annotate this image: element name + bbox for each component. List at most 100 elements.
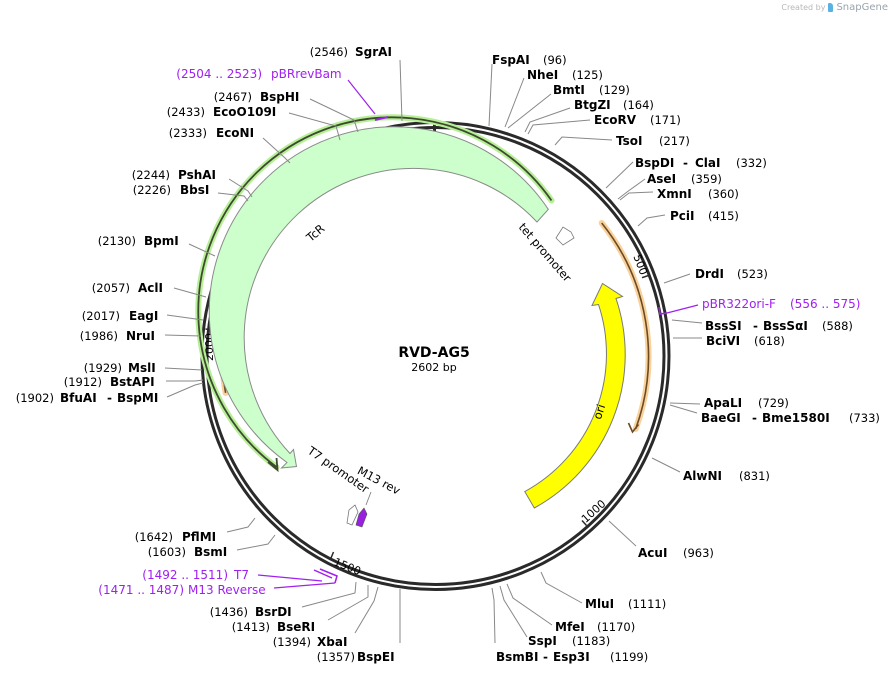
snapgene-logo-icon	[828, 3, 834, 12]
enzyme-xbai[interactable]: (1394) XbaI	[273, 586, 379, 649]
svg-text:(1642): (1642)	[135, 530, 173, 544]
svg-text:(1603): (1603)	[148, 545, 186, 559]
enzyme-alwni[interactable]: AlwNI (831)	[651, 457, 770, 483]
svg-text:(129): (129)	[599, 83, 630, 97]
svg-text:(1357): (1357)	[317, 650, 355, 664]
svg-text:-: -	[683, 156, 688, 170]
svg-text:NheI: NheI	[527, 68, 558, 82]
enzyme-sgrai[interactable]: (2546) SgrAI	[310, 45, 403, 122]
enzyme-ecorv[interactable]: EcoRV (171)	[527, 113, 681, 135]
enzyme-drdi[interactable]: DrdI (523)	[663, 267, 768, 284]
enzyme-tsoi[interactable]: TsoI (217)	[554, 134, 690, 148]
enzyme-bstapi[interactable]: (1912) BstAPI	[64, 375, 204, 389]
enzyme-bpmi[interactable]: (2130) BpmI	[98, 234, 216, 257]
svg-text:EagI: EagI	[129, 309, 158, 323]
enzyme-bsphi[interactable]: (2467) BspHI	[214, 90, 359, 133]
enzyme-ecoo109i[interactable]: (2433) EcoO109I	[167, 105, 341, 141]
enzyme-bmti[interactable]: BmtI (129)	[507, 83, 630, 129]
svg-text:(2467): (2467)	[214, 90, 252, 104]
orf-orange-right	[598, 220, 652, 434]
svg-text:BciVI: BciVI	[706, 334, 740, 348]
svg-text:(831): (831)	[739, 469, 770, 483]
svg-text:XbaI: XbaI	[317, 635, 347, 649]
svg-text:(125): (125)	[572, 68, 603, 82]
enzyme-pflmi[interactable]: (1642) PflMI	[135, 517, 256, 544]
enzyme-bspdi-clai[interactable]: BspDI - ClaI (332)	[605, 156, 767, 189]
enzyme-msli[interactable]: (1929) MslI	[84, 361, 203, 375]
svg-text:(1183): (1183)	[572, 634, 610, 648]
svg-text:(359): (359)	[691, 172, 722, 186]
enzyme-bspei[interactable]: (1357) BspEI	[317, 589, 401, 664]
svg-text:(618): (618)	[754, 334, 785, 348]
svg-text:TsoI: TsoI	[616, 134, 642, 148]
enzyme-bsssi[interactable]: BssSI - BssSαI (588)	[671, 319, 853, 333]
svg-text:(733): (733)	[849, 411, 880, 425]
svg-text:BsmI: BsmI	[194, 545, 227, 559]
tick-label-1500: 1500	[332, 555, 363, 578]
svg-text:(1170): (1170)	[597, 620, 635, 634]
svg-text:(217): (217)	[659, 134, 690, 148]
primer-pbrrevbam[interactable]: (2504 .. 2523) pBRrevBam	[176, 67, 389, 121]
primer-pbr322ori-f[interactable]: pBR322ori-F (556 .. 575)	[658, 297, 860, 315]
snapgene-credit: Created by SnapGene	[781, 2, 888, 13]
svg-text:BspMI: BspMI	[117, 391, 158, 405]
enzyme-bsmbi-esp3i[interactable]: BsmBI - Esp3I (1199)	[491, 587, 648, 664]
svg-text:BaeGI: BaeGI	[701, 411, 741, 425]
svg-text:(1199): (1199)	[610, 650, 648, 664]
svg-text:pBR322ori-F: pBR322ori-F	[702, 297, 776, 311]
enzyme-bbsi[interactable]: (2226) BbsI	[133, 183, 249, 202]
svg-text:EcoNI: EcoNI	[216, 126, 254, 140]
enzyme-baegi-bme1580i[interactable]: BaeGI - Bme1580I (733)	[669, 404, 880, 425]
svg-text:-: -	[753, 319, 758, 333]
svg-text:(2017): (2017)	[82, 309, 120, 323]
enzyme-apali[interactable]: ApaLI (729)	[669, 396, 789, 410]
enzyme-nrui[interactable]: (1986) NruI	[80, 329, 202, 343]
svg-text:BbsI: BbsI	[180, 183, 209, 197]
svg-text:(415): (415)	[708, 209, 739, 223]
enzyme-bcivi[interactable]: BciVI (618)	[673, 334, 785, 348]
enzyme-bseri[interactable]: (1413) BseRI	[232, 585, 369, 634]
tcr-label: TcR	[303, 221, 328, 245]
enzyme-bsrdi[interactable]: (1436) BsrDI	[210, 581, 357, 619]
svg-text:BstAPI: BstAPI	[110, 375, 155, 389]
svg-text:BmtI: BmtI	[553, 83, 585, 97]
enzyme-acli[interactable]: (2057) AclI	[92, 281, 207, 298]
enzyme-btgzi[interactable]: BtgZI (164)	[524, 98, 654, 133]
svg-text:ApaLI: ApaLI	[704, 396, 742, 410]
svg-text:(2244): (2244)	[132, 168, 170, 182]
svg-text:(1912): (1912)	[64, 375, 102, 389]
enzyme-eagi[interactable]: (2017) EagI	[82, 309, 204, 323]
enzyme-xmni[interactable]: XmnI (360)	[619, 187, 739, 201]
svg-text:M13 Reverse: M13 Reverse	[188, 583, 266, 597]
svg-text:(2130): (2130)	[98, 234, 136, 248]
enzyme-fspai[interactable]: FspAI (96)	[488, 53, 567, 127]
enzyme-mlui[interactable]: MluI (1111)	[540, 571, 666, 611]
primer-t7[interactable]: (1492 .. 1511) T7	[142, 568, 333, 582]
svg-text:PflMI: PflMI	[182, 530, 216, 544]
svg-text:(963): (963)	[683, 546, 714, 560]
svg-text:(360): (360)	[708, 187, 739, 201]
enzyme-pshai[interactable]: (2244) PshAI	[132, 168, 253, 198]
svg-text:EcoRV: EcoRV	[594, 113, 637, 127]
enzyme-econi[interactable]: (2333) EcoNI	[169, 126, 291, 164]
svg-text:(1986): (1986)	[80, 329, 118, 343]
enzyme-pcii[interactable]: PciI (415)	[637, 209, 739, 227]
svg-text:BseRI: BseRI	[277, 620, 315, 634]
svg-text:AseI: AseI	[647, 172, 676, 186]
svg-text:FspAI: FspAI	[492, 53, 530, 67]
svg-text:BspEI: BspEI	[357, 650, 395, 664]
enzyme-bfuai-bspmi[interactable]: (1902) BfuAI - BspMI	[16, 382, 204, 405]
enzyme-bsmi[interactable]: (1603) BsmI	[148, 534, 276, 559]
svg-text:BpmI: BpmI	[144, 234, 179, 248]
enzyme-sspi[interactable]: SspI (1183)	[499, 585, 610, 648]
svg-text:BspDI: BspDI	[635, 156, 674, 170]
enzyme-mfei[interactable]: MfeI (1170)	[506, 583, 635, 634]
enzyme-nhei[interactable]: NheI (125)	[504, 68, 603, 128]
svg-text:AcuI: AcuI	[638, 546, 667, 560]
enzyme-asei[interactable]: AseI (359)	[617, 172, 722, 200]
primer-m13-reverse[interactable]: (1471 .. 1487) M13 Reverse	[98, 568, 338, 597]
svg-text:pBRrevBam: pBRrevBam	[271, 67, 342, 81]
svg-text:ClaI: ClaI	[695, 156, 720, 170]
enzyme-acui[interactable]: AcuI (963)	[608, 520, 714, 560]
